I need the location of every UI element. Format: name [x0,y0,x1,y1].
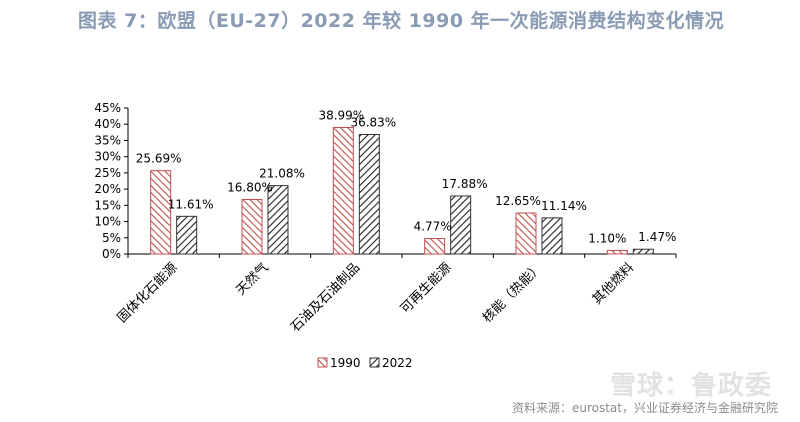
bar-2022-4 [541,217,563,255]
bar-2022-5 [632,248,654,255]
value-labels: 25.69% 11.61% 16.80%21.08% 38.99%36.83% 4.77… [136,108,677,245]
y-tick-label: 45% [94,101,121,115]
value-label-1990-3: 4.77% [414,220,452,234]
value-label-2022-3: 17.88% [442,177,488,191]
value-label-1990-4: 12.65% [495,194,541,208]
value-label-2022-4: 11.14% [541,199,587,213]
value-label-1990-5: 1.10% [588,231,626,245]
bar-1990-0 [150,170,172,255]
bar-2022-2 [358,134,380,255]
value-label-1990-1: 16.80% [227,180,273,194]
legend-swatch-2022 [369,357,380,368]
y-tick-label: 0% [102,247,121,261]
bar-1990-5 [606,249,628,255]
category-label-4: 核能（热能） [480,260,546,326]
category-label-2: 石油及石油制品 [288,260,363,335]
watermark: 雪球：鲁政委 [609,371,772,401]
y-tick-label: 10% [94,215,121,229]
category-label-1: 天然气 [233,260,272,299]
y-tick-label: 25% [94,166,121,180]
source-note: 资料来源：eurostat，兴业证券经济与金融研究院 [511,401,778,415]
y-tick-label: 5% [102,231,121,245]
page-title: 图表 7：欧盟（EU-27）2022 年较 1990 年一次能源消费结构变化情况 [78,10,725,32]
y-tick-label: 15% [94,198,121,212]
bar-1990-4 [515,212,537,255]
bar-1990-1 [241,198,263,255]
y-tick-label: 40% [94,117,121,131]
legend-label-2022: 2022 [382,356,413,370]
value-label-2022-5: 1.47% [638,230,676,244]
legend: 1990 2022 [317,356,413,370]
bar-1990-2 [332,126,354,255]
legend-swatch-1990 [317,357,328,368]
category-label-3: 可再生能源 [398,260,455,317]
y-tick-label: 20% [94,182,121,196]
value-label-1990-0: 25.69% [136,152,182,166]
value-label-1990-2: 38.99% [318,108,364,122]
value-label-2022-1: 21.08% [259,167,305,181]
y-tick-label: 35% [94,133,121,147]
bar-2022-3 [450,195,472,255]
category-label-0: 固体化石能源 [115,260,181,326]
legend-label-1990: 1990 [330,356,361,370]
value-label-2022-0: 11.61% [168,197,214,211]
y-tick-label: 30% [94,150,121,164]
value-label-2022-2: 36.83% [350,116,396,130]
bars [150,126,654,255]
bar-2022-1 [267,185,289,255]
bar-1990-3 [424,238,446,255]
bar-2022-0 [176,215,198,255]
category-label-5: 其他燃料 [589,260,637,308]
